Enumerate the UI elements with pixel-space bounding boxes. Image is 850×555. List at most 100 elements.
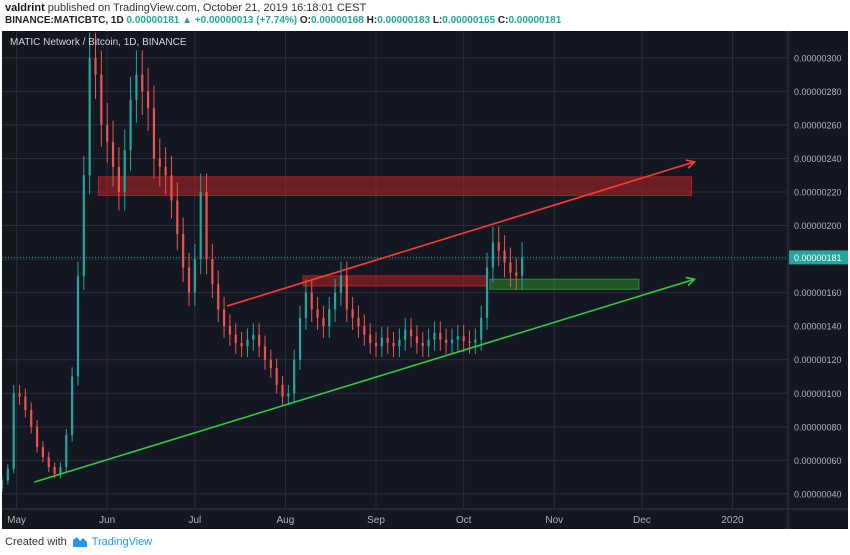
zone-rectangle (97, 176, 693, 196)
candle-body (211, 259, 214, 285)
candle-body (386, 337, 389, 343)
trendline-arrow (226, 161, 695, 307)
y-tick-label: 0.00000240 (794, 154, 842, 164)
candle-body (65, 435, 68, 468)
candle-body (193, 259, 196, 293)
candle-body (503, 250, 506, 263)
last-price-tag (789, 250, 848, 265)
candle-body (409, 329, 413, 337)
candle-body (234, 334, 237, 343)
tradingview-logo-icon (72, 537, 87, 548)
y-tick-label: 0.00000080 (794, 422, 842, 432)
chart-area[interactable]: 0.00000040 0.00000060 0.00000080 0.00000100… (2, 31, 848, 529)
candle-body (176, 200, 179, 234)
x-tick-label: Aug (277, 515, 295, 526)
candle-body (35, 426, 39, 447)
change-value: +0.00000013 (+7.74%) (194, 15, 298, 26)
candle-body (228, 326, 232, 335)
candle-body (462, 336, 465, 342)
candle-body (47, 457, 50, 468)
candle-body (304, 292, 307, 318)
open-label: O: (299, 15, 311, 26)
candle-body (380, 337, 383, 347)
candle-body (158, 158, 161, 167)
candle-body (30, 410, 33, 427)
x-tick-label: Nov (545, 515, 563, 526)
footer: Created with TradingView (0, 529, 850, 555)
candle-body (135, 74, 138, 100)
candle-body (187, 267, 191, 293)
y-tick-label: 0.00000280 (794, 87, 842, 97)
candle-body (427, 339, 430, 347)
candle-body (2, 480, 4, 489)
up-arrow-icon: ▲ (182, 15, 193, 26)
y-tick-label: 0.00000260 (794, 120, 842, 130)
candle-body (18, 393, 21, 397)
candle-body (474, 339, 477, 343)
x-tick-label: 2020 (721, 515, 744, 526)
x-tick-label: Jul (188, 515, 201, 526)
candle-body (222, 309, 226, 327)
arrow-head (685, 159, 697, 169)
close-value: 0.00000181 (508, 15, 562, 26)
candle-body (199, 192, 202, 260)
candle-body (106, 124, 109, 142)
candle-body (269, 359, 272, 369)
candle-body (152, 108, 156, 159)
candle-body (182, 233, 185, 268)
candle-body (345, 275, 348, 310)
candle-body (357, 317, 360, 327)
candle-body (123, 150, 126, 193)
zone-rectangle (302, 275, 488, 287)
y-tick-label: 0.00000220 (794, 188, 842, 198)
candle-body (287, 393, 290, 397)
candle-body (363, 326, 366, 335)
candle-body (240, 342, 243, 347)
candle-body (281, 384, 284, 397)
x-tick-label: Jun (99, 515, 115, 526)
candle-body (351, 309, 354, 318)
price-chart[interactable]: 0.00000040 0.00000060 0.00000080 0.00000100… (2, 31, 848, 529)
y-tick-label: 0.00000140 (794, 322, 842, 332)
candle-body (141, 74, 144, 92)
candle-body (310, 292, 313, 310)
candle-body (252, 334, 255, 340)
created-with: Created with TradingView (5, 536, 152, 548)
author-name[interactable]: valdrint (5, 2, 45, 14)
candle-body (88, 57, 91, 176)
candle-body (468, 341, 471, 343)
tradingview-brand[interactable]: TradingView (91, 536, 153, 548)
high-value: 0.00000183 (377, 15, 431, 26)
symbol-label: BINANCE:MATICBTC, 1D (5, 15, 124, 26)
y-tick-label: 0.00000100 (794, 389, 842, 399)
candle-body (205, 192, 208, 260)
candle-body (217, 284, 220, 310)
last-price-label: 0.00000181 (794, 253, 842, 263)
candle-body (146, 91, 150, 109)
candle-body (298, 317, 302, 360)
candle-body (275, 368, 278, 385)
publish-line: valdrint published on TradingView.com, O… (5, 2, 366, 14)
candle-body (334, 292, 337, 310)
candle-body (392, 342, 395, 347)
y-tick-label: 0.00000060 (794, 456, 842, 466)
candle-body (170, 175, 173, 201)
candle-body (164, 166, 167, 176)
candle-body (509, 262, 512, 273)
created-with-label: Created with (5, 536, 67, 548)
candle-body (117, 166, 120, 193)
candle-body (433, 332, 436, 340)
candle-body (263, 346, 267, 360)
candle-body (404, 329, 407, 340)
candle-body (111, 141, 115, 167)
candle-body (445, 339, 448, 343)
open-value: 0.00000168 (311, 15, 364, 26)
y-tick-label: 0.00000200 (794, 221, 842, 231)
x-tick-label: Sep (367, 515, 385, 526)
candle-body (258, 334, 261, 347)
y-tick-label: 0.00000160 (794, 288, 842, 298)
candle-body (415, 336, 419, 343)
candle-body (24, 396, 27, 411)
candle-body (41, 446, 45, 458)
candle-body (322, 317, 325, 327)
